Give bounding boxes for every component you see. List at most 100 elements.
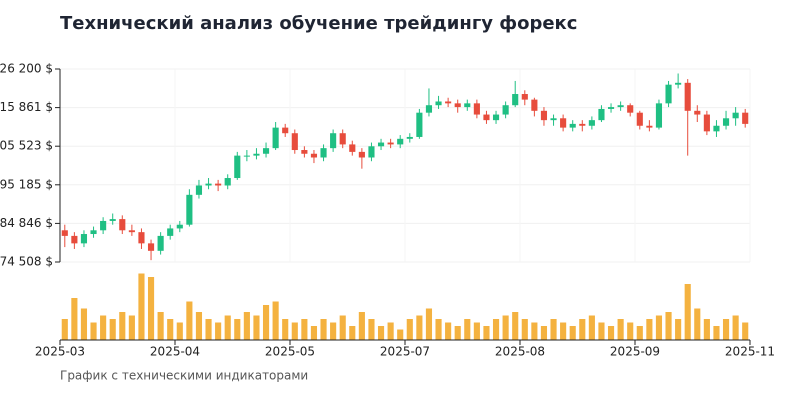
volume-bar xyxy=(71,298,78,340)
volume-bar xyxy=(310,326,318,340)
volume-bar xyxy=(397,329,404,340)
candle-body xyxy=(186,194,193,225)
y-tick-label: 84 846 $ xyxy=(0,216,53,230)
volume-bar xyxy=(243,312,250,340)
candle-body xyxy=(262,148,270,154)
volume-bar xyxy=(138,273,145,340)
candle-body xyxy=(243,155,250,157)
candle-body xyxy=(176,224,183,229)
volume-bar xyxy=(61,319,68,340)
candle-body xyxy=(521,94,528,100)
x-tick-label: 2025-08 xyxy=(495,345,545,359)
volume-bar xyxy=(454,326,461,340)
candle-body xyxy=(617,105,624,108)
volume-bar xyxy=(655,315,663,340)
volume-bar xyxy=(742,322,749,340)
volume-bar xyxy=(675,319,682,340)
candle-body xyxy=(416,112,423,137)
volume-bar xyxy=(215,322,222,340)
volume-bar xyxy=(607,326,615,340)
candle-body xyxy=(224,178,231,186)
candle-body xyxy=(464,103,471,108)
candle-body xyxy=(684,82,691,111)
volume-bar xyxy=(617,319,624,340)
volume-bar xyxy=(176,322,183,340)
candle-body xyxy=(492,114,500,121)
volume-bar xyxy=(416,315,423,340)
volume-bar xyxy=(569,326,576,340)
volume-bar xyxy=(512,312,519,340)
candle-body xyxy=(722,118,730,126)
candle-body xyxy=(234,155,241,179)
candle-body xyxy=(502,105,509,115)
volume-bar xyxy=(550,319,557,340)
candle-body xyxy=(607,107,615,109)
volume-bar xyxy=(368,319,375,340)
volume-bar xyxy=(339,315,346,340)
volume-bar xyxy=(502,315,509,340)
volume-bar xyxy=(703,319,710,340)
candle-body xyxy=(569,123,576,128)
candle-body xyxy=(205,183,212,186)
candle-body xyxy=(732,112,739,119)
volume-bar xyxy=(694,308,701,340)
candle-body xyxy=(291,133,298,151)
volume-bar xyxy=(588,315,595,340)
candle-body xyxy=(109,219,116,221)
candle-body xyxy=(157,235,164,251)
volume-bar xyxy=(272,301,279,340)
candle-body xyxy=(540,110,548,121)
volume-bar xyxy=(722,319,730,340)
volume-bar xyxy=(579,319,586,340)
chart-subtitle: График с техническими индикаторами xyxy=(60,369,308,383)
volume-bar xyxy=(627,322,634,340)
volume-bar xyxy=(282,319,289,340)
candle-body xyxy=(473,103,480,115)
candle-body xyxy=(445,101,452,104)
y-tick-label: 115 861 $ xyxy=(0,100,53,114)
volume-bar xyxy=(464,319,471,340)
y-tick-label: 74 508 $ xyxy=(0,255,53,269)
candle-body xyxy=(349,144,356,152)
volume-bar xyxy=(435,319,442,340)
candle-body xyxy=(636,112,643,126)
candle-body xyxy=(71,235,78,244)
volume-bar xyxy=(646,319,653,340)
volume-bar xyxy=(253,315,260,340)
volume-bar xyxy=(301,319,308,340)
volume-bar xyxy=(109,319,116,340)
candle-body xyxy=(215,183,222,186)
candle-body xyxy=(435,101,442,106)
candle-body xyxy=(387,142,394,145)
volume-bar xyxy=(540,326,548,340)
y-tick-label: 95 185 $ xyxy=(0,177,53,191)
candle-body xyxy=(483,114,490,121)
candle-body xyxy=(675,82,682,85)
candle-body xyxy=(646,125,653,128)
volume-bar xyxy=(90,322,97,340)
candle-body xyxy=(512,94,519,106)
volume-bar xyxy=(713,326,720,340)
volume-bar xyxy=(358,312,365,340)
volume-bar xyxy=(330,322,337,340)
candle-body xyxy=(253,153,260,156)
volume-bar xyxy=(320,319,327,340)
candle-body xyxy=(100,220,107,231)
candle-body xyxy=(195,185,203,195)
candle-body xyxy=(713,125,720,132)
volume-bar xyxy=(262,305,270,340)
candle-body xyxy=(550,118,557,121)
candle-body xyxy=(90,230,97,235)
candle-body xyxy=(579,123,586,126)
candle-body xyxy=(339,133,346,145)
candle-body xyxy=(531,99,538,111)
volume-bar xyxy=(521,319,528,340)
candle-body xyxy=(61,230,68,236)
volume-bar xyxy=(387,322,394,340)
candle-body xyxy=(560,118,567,128)
volume-bar xyxy=(636,326,643,340)
volume-bar xyxy=(186,301,193,340)
candle-body xyxy=(358,151,365,158)
volume-bar xyxy=(684,284,691,340)
